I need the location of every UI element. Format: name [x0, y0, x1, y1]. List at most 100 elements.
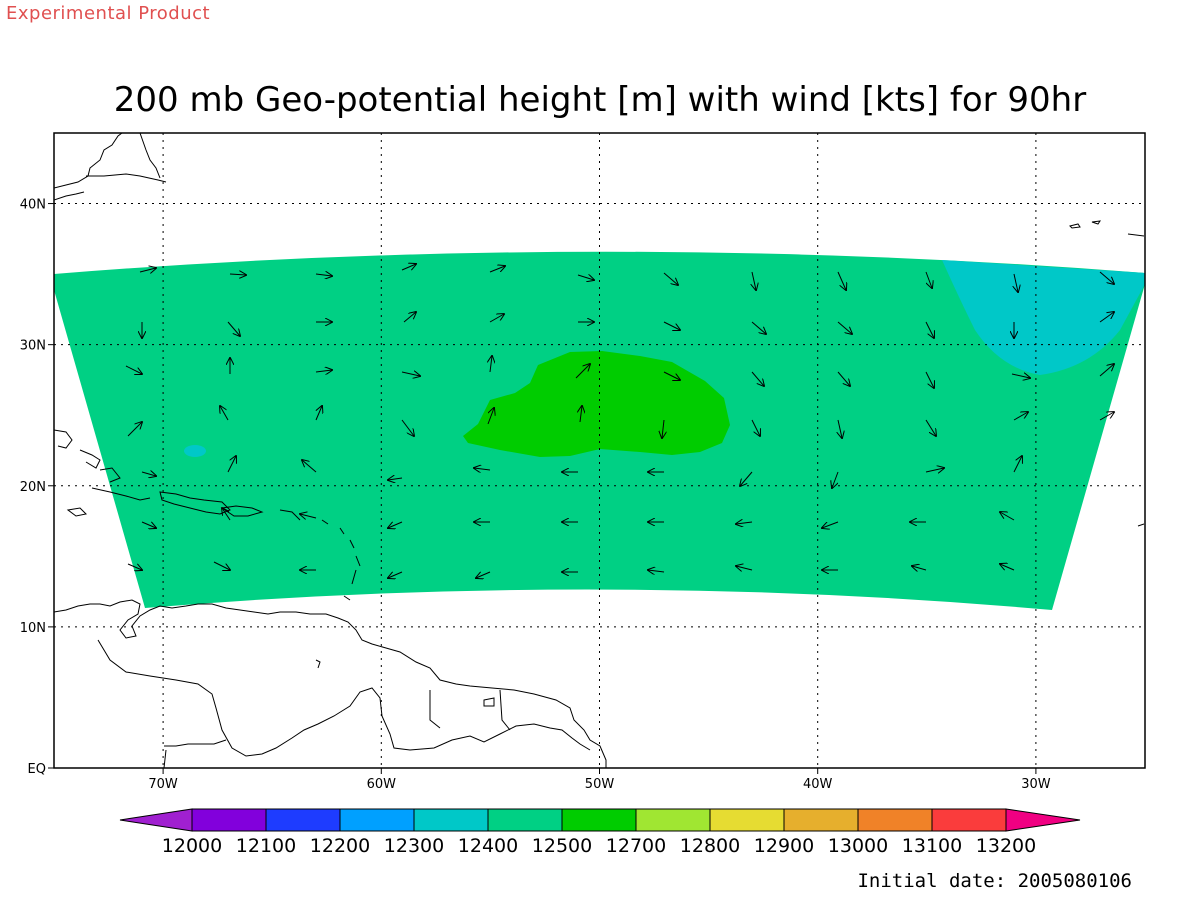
wind-arrow: [663, 371, 680, 380]
wind-arrow: [822, 521, 839, 528]
wind-arrow: [229, 274, 246, 275]
wind-arrow: [575, 364, 590, 379]
wind-arrow: [220, 406, 229, 421]
wind-arrow: [227, 321, 240, 336]
wind-arrow: [315, 370, 332, 372]
wind-arrow: [1014, 273, 1018, 292]
wind-arrow: [1000, 564, 1015, 571]
colorbar-swatch: [635, 808, 711, 832]
wind-arrow: [388, 571, 403, 578]
colorbar-swatch: [857, 808, 933, 832]
wind-arrow: [227, 456, 236, 473]
low-height-spot: [184, 445, 206, 457]
colorbar-max-arrow: [1005, 808, 1081, 832]
wind-arrow: [1013, 456, 1022, 473]
wind-arrow: [925, 468, 944, 472]
lon-tick-labels: 70W 60W 50W 40W 30W: [148, 768, 1051, 792]
colorbar-swatch: [783, 808, 859, 832]
wind-arrow: [1099, 271, 1114, 284]
wind-arrow: [740, 471, 753, 486]
colorbar-swatch: [487, 808, 563, 832]
colorbar-label: 12400: [458, 835, 518, 857]
lat-tick-labels: EQ 10N 20N 30N 40N: [20, 198, 54, 777]
colorbar-label: 13200: [976, 835, 1036, 857]
colorbar-swatch: [561, 808, 637, 832]
wind-arrow: [837, 321, 852, 334]
wind-arrow: [222, 508, 231, 521]
chart-title: 200 mb Geo-potential height [m] with win…: [113, 80, 1087, 120]
wind-arrow: [925, 271, 932, 288]
colorbar-swatch: [413, 808, 489, 832]
wind-arrow: [736, 522, 753, 524]
wind-arrow: [139, 268, 156, 272]
wind-arrow: [752, 271, 756, 290]
wind-arrow: [925, 371, 934, 388]
wind-arrow: [925, 321, 934, 338]
colorbar-label: 13000: [828, 835, 888, 857]
colorbar-label: 12000: [162, 835, 222, 857]
wind-vectors: [125, 264, 1114, 578]
wind-arrow: [302, 460, 317, 473]
colorbar-label: 12800: [680, 835, 740, 857]
wind-arrow: [490, 356, 492, 373]
lat-lon-grid: [54, 133, 1145, 768]
wind-arrow: [648, 570, 665, 572]
wind-arrow: [577, 275, 594, 280]
colorbar-swatch: [339, 808, 415, 832]
low-height-region: [942, 260, 1145, 375]
wind-arrow: [127, 563, 142, 570]
wind-arrow: [489, 314, 504, 323]
wind-arrow: [736, 566, 753, 570]
wind-arrow: [838, 419, 842, 438]
colorbar-min-arrow: [119, 808, 193, 832]
wind-arrow: [127, 422, 142, 437]
wind-arrow: [487, 408, 494, 425]
wind-arrow: [837, 271, 846, 290]
initial-date: Initial date: 2005080106: [857, 870, 1132, 892]
wind-arrow: [489, 266, 505, 273]
lat-tick-label: EQ: [28, 762, 46, 777]
lon-tick-label: 70W: [148, 777, 178, 792]
lat-tick-label: 10N: [20, 621, 46, 636]
wind-arrow: [1013, 412, 1028, 421]
wind-arrow: [580, 406, 582, 423]
wind-arrow: [832, 471, 839, 488]
colorbar-label: 13100: [902, 835, 962, 857]
wind-arrow: [751, 419, 760, 436]
lat-tick-label: 20N: [20, 480, 46, 495]
wind-arrow: [1099, 312, 1114, 323]
wind-arrow: [751, 321, 766, 334]
lon-tick-label: 60W: [367, 777, 397, 792]
wind-arrow: [315, 406, 322, 421]
colorbar-label: 12300: [384, 835, 444, 857]
wind-arrow: [388, 521, 403, 528]
colorbar-label: 12900: [754, 835, 814, 857]
experimental-product-label: Experimental Product: [6, 3, 211, 24]
wind-arrow: [388, 478, 403, 480]
wind-arrow: [401, 264, 416, 271]
wind-arrow: [1011, 374, 1030, 378]
lon-tick-label: 50W: [585, 777, 615, 792]
colorbar-label: 12700: [606, 835, 666, 857]
wind-arrow: [663, 321, 680, 330]
wind-arrow: [1099, 412, 1114, 421]
coastlines: [54, 133, 1145, 768]
wind-arrow: [401, 419, 414, 436]
colorbar-label: 12100: [236, 835, 296, 857]
colorbar-swatch: [709, 808, 785, 832]
wind-arrow: [751, 371, 764, 386]
wind-arrow: [1000, 512, 1015, 521]
wind-arrow: [125, 365, 142, 374]
wind-arrow: [141, 472, 156, 476]
wind-arrow: [912, 566, 927, 570]
wind-arrow: [663, 272, 678, 285]
colorbar-swatch: [931, 808, 1007, 832]
colorbar-swatch: [265, 808, 341, 832]
wind-arrow: [474, 468, 491, 470]
lat-tick-label: 40N: [20, 198, 46, 213]
colorbar-label: 12200: [310, 835, 370, 857]
wind-arrow: [141, 521, 156, 528]
lon-tick-label: 30W: [1021, 777, 1051, 792]
colorbar-labels: 12000 12100 12200 12300 12400 12500 12700 12800…: [162, 835, 1036, 857]
